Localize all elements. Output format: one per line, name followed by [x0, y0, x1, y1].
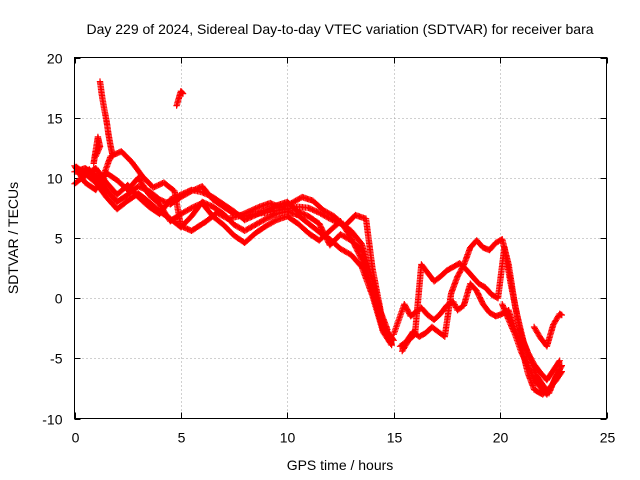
y-tick-label: -5 — [50, 351, 63, 367]
grid — [74, 57, 607, 419]
y-tick-label: -10 — [42, 412, 62, 428]
y-tick-label: 20 — [47, 51, 63, 67]
y-tick-label: 10 — [47, 171, 63, 187]
series-track-8 — [399, 244, 565, 397]
x-tick-label: 20 — [493, 430, 509, 446]
x-tick-label: 25 — [600, 430, 616, 446]
series-track-5 — [75, 148, 391, 333]
series-track-13 — [90, 133, 104, 167]
data-point-markers — [96, 78, 116, 160]
series-track-12 — [173, 88, 187, 109]
y-tick-label: 15 — [47, 111, 63, 127]
data-point-markers — [173, 88, 187, 109]
data-point-markers — [530, 310, 565, 350]
y-tick-label: 5 — [55, 231, 63, 247]
data-point-markers — [90, 133, 104, 167]
x-tick-label: 0 — [72, 430, 80, 446]
series-track-9 — [530, 310, 565, 350]
plot-frame — [74, 57, 607, 419]
series-track-10 — [499, 301, 563, 398]
y-tick-label: 0 — [55, 291, 63, 307]
data-point-markers — [71, 165, 395, 348]
x-tick-label: 10 — [280, 430, 296, 446]
x-tick-label: 15 — [387, 430, 403, 446]
chart-title: Day 229 of 2024, Sidereal Day-to-day VTE… — [86, 21, 593, 37]
y-axis-label: SDTVAR / TECUs — [5, 182, 21, 294]
data-point-markers — [399, 244, 565, 397]
data-point-markers — [499, 301, 563, 398]
data-point-markers — [75, 148, 391, 333]
series-track-11 — [96, 78, 116, 160]
series-track-4 — [71, 165, 395, 348]
x-axis-label: GPS time / hours — [287, 457, 394, 473]
axis-ticks: 0 5 10 15 20 25 -10 -5 0 5 10 15 20 — [42, 51, 615, 446]
x-tick-label: 5 — [178, 430, 186, 446]
